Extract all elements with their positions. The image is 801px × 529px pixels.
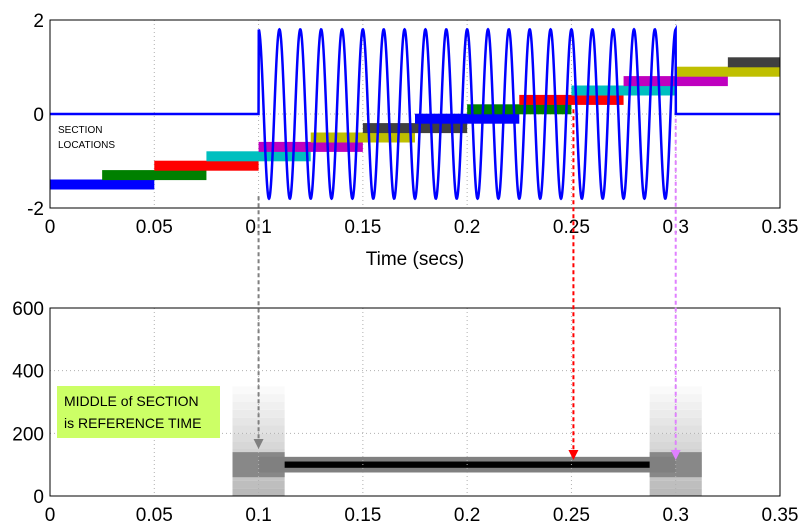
bottom-x-tick-label: 0.35 — [762, 505, 799, 526]
section-bar — [362, 123, 468, 134]
section-bar — [467, 104, 572, 115]
top-plot-frame — [49, 19, 781, 209]
section-locations-label-line2: LOCATIONS — [58, 140, 115, 151]
top-y-tick-labels: -2 0 2 — [27, 11, 44, 220]
bottom-y-tick-label: 0 — [33, 487, 44, 508]
top-x-tick-label: 0.25 — [553, 217, 590, 238]
top-x-tick-label: 0.15 — [344, 217, 381, 238]
smear-cell — [649, 386, 702, 395]
section-bar — [50, 179, 155, 190]
connector-arrows — [253, 109, 681, 460]
connector-arrow-head — [253, 439, 264, 449]
smear-cell — [649, 394, 702, 402]
smear-cell — [232, 394, 285, 402]
connector-arrow-head — [670, 449, 681, 460]
smear-cell — [649, 441, 702, 449]
bottom-x-tick-label: 0.15 — [344, 505, 381, 526]
section-bar — [206, 151, 311, 162]
top-y-tick-label: 2 — [33, 11, 44, 32]
top-x-tick-label: 0.05 — [136, 217, 173, 238]
bottom-y-tick-label: 200 — [12, 424, 44, 445]
section-bar — [571, 85, 676, 96]
smear-cell — [232, 386, 285, 395]
connector-arrow-head — [568, 449, 579, 460]
section-bar — [675, 66, 780, 77]
note-box — [57, 386, 220, 438]
top-x-tick-label: 0.35 — [762, 217, 799, 238]
bottom-x-tick-label: 0.05 — [136, 505, 173, 526]
signal-line — [50, 24, 780, 201]
top-y-tick-label: 0 — [33, 105, 44, 126]
note-line2: is REFERENCE TIME — [64, 415, 201, 431]
bottom-plot-frame — [49, 307, 781, 497]
bottom-x-tick-label: 0 — [45, 505, 56, 526]
top-x-tick-labels: 0 0.05 0.1 0.15 0.2 0.25 0.3 0.35 — [45, 217, 799, 238]
section-bar — [102, 170, 207, 181]
section-locations-label-line1: SECTION — [58, 125, 102, 136]
bottom-x-tick-label: 0.3 — [663, 505, 689, 526]
note-line1: MIDDLE of SECTION — [64, 393, 199, 409]
bottom-y-tick-label: 400 — [12, 362, 44, 383]
bottom-x-tick-label: 0.1 — [245, 505, 271, 526]
section-bar — [415, 113, 520, 124]
top-chart: 0 0.05 0.1 0.15 0.2 0.25 0.3 0.35 -202 Time (se… — [27, 11, 798, 270]
top-x-axis-label: Time (secs) — [366, 249, 465, 270]
reference-time-note: MIDDLE of SECTION is REFERENCE TIME — [57, 386, 220, 438]
bottom-x-tick-label: 0.2 — [454, 505, 480, 526]
top-x-tick-label: 0.2 — [454, 217, 480, 238]
section-bar — [154, 160, 259, 171]
top-y-tick-label: -2 — [27, 199, 44, 220]
bottom-y-tick-label: 600 — [12, 299, 44, 320]
section-bar — [519, 94, 624, 105]
bottom-chart: 0 0.05 0.1 0.15 0.2 0.25 0.3 0.35 0 200 400 600 MI… — [12, 299, 798, 526]
section-bar — [310, 132, 415, 143]
bottom-y-tick-labels: 0 200 400 600 — [12, 299, 44, 508]
bottom-x-tick-label: 0.25 — [553, 505, 590, 526]
section-bar — [727, 57, 780, 68]
top-x-tick-label: 0 — [45, 217, 56, 238]
smear-cell — [232, 402, 285, 410]
bottom-x-tick-labels: 0 0.05 0.1 0.15 0.2 0.25 0.3 0.35 — [45, 505, 799, 526]
section-bar — [258, 141, 363, 152]
